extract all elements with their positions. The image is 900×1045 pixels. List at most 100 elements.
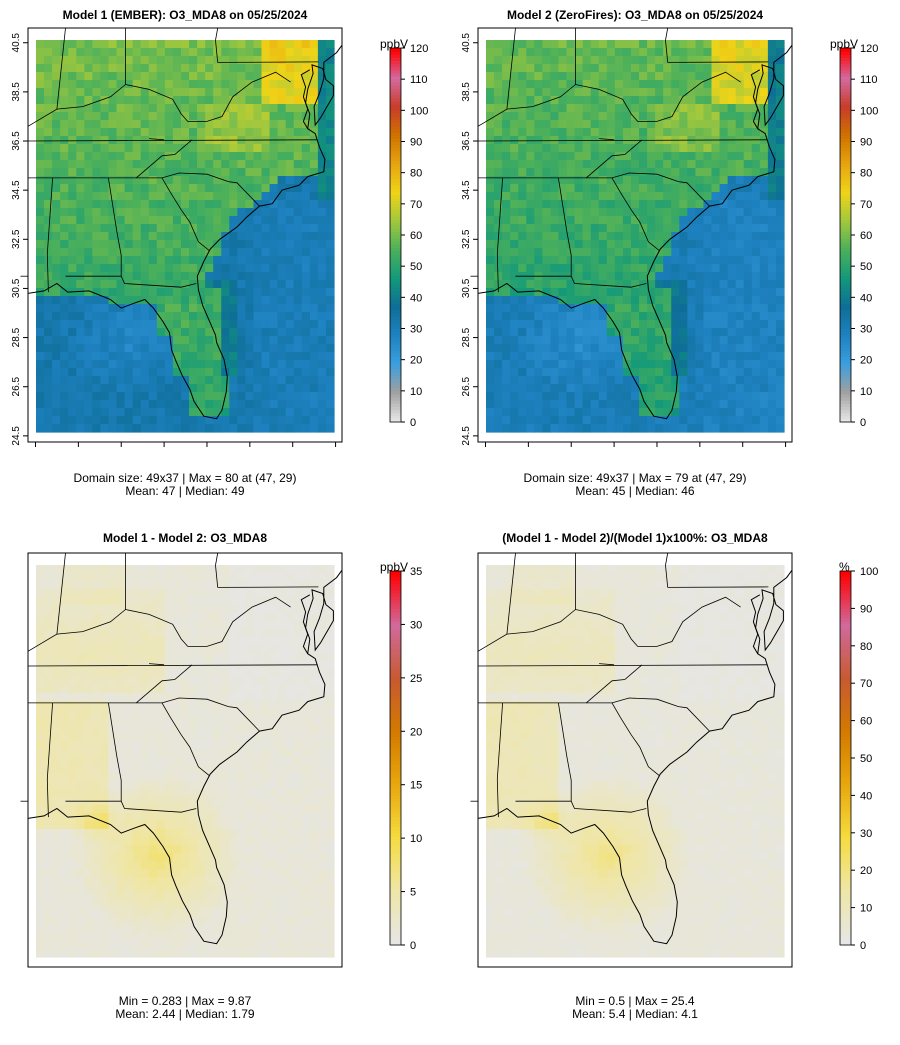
heatmap-cell [229,232,238,241]
heatmap-cell [574,104,584,113]
heatmap-cell [614,48,624,57]
heatmap-cell [679,392,688,401]
colorbar-step [840,57,851,61]
heatmap-cell [277,304,287,313]
heatmap-cell [237,112,246,121]
heatmap-cell [221,344,230,353]
heatmap-cell [647,48,656,57]
state-border [27,139,318,142]
heatmap-cell [606,128,616,137]
heatmap-cell [614,360,624,369]
heatmap-cell [172,352,182,361]
heatmap-cell [550,80,560,89]
colorbar-step [840,328,851,333]
heatmap-cell [156,96,166,105]
heatmap-cell [542,88,552,97]
heatmap-cell [590,344,600,353]
colorbar-step [390,206,401,211]
heatmap-cell [743,280,753,289]
heatmap-cell [108,144,118,153]
heatmap-cell [44,208,53,217]
heatmap-cell [510,232,519,241]
heatmap-cell [100,376,110,385]
heatmap-cell [671,152,680,161]
heatmap-cell [526,152,535,161]
heatmap-cell [245,224,255,233]
heatmap-cell [317,128,327,137]
heatmap-cell [140,645,150,654]
heatmap-cell [687,256,696,265]
heatmap-cell [92,693,102,702]
heatmap-cell [518,312,527,321]
heatmap-cell [164,344,174,353]
heatmap-cell [205,384,214,393]
heatmap-cell [502,336,511,345]
heatmap-cell [76,296,85,305]
heatmap-cell [293,80,303,89]
heatmap-cell [52,725,61,734]
heatmap-cell [44,581,53,590]
heatmap-cell [269,328,279,337]
heatmap-cell [116,597,126,606]
heatmap-cell [719,312,729,321]
heatmap-cell [60,240,69,249]
heatmap-cell [156,168,166,177]
colorbar-step [390,144,401,149]
heatmap-cell [526,40,535,49]
heatmap-cell [213,416,222,425]
heatmap-cell [735,368,745,377]
heatmap-cell [205,304,214,313]
heatmap-cell [486,192,495,201]
heatmap-cell [614,192,624,201]
heatmap-cell [197,717,206,726]
panel-3-map [20,552,343,968]
heatmap-cell [221,565,230,574]
heatmap-cell [542,240,552,249]
heatmap-cell [76,240,85,249]
heatmap-cell [534,384,543,393]
heatmap-cell [140,168,150,177]
heatmap-cell [325,392,335,401]
heatmap-cell [205,424,214,433]
heatmap-cell [52,216,61,225]
heatmap-cell [639,336,648,345]
heatmap-cell [679,384,688,393]
heatmap-cell [325,717,335,726]
heatmap-cell [486,248,495,257]
heatmap-cell [140,717,150,726]
heatmap-cell [566,48,576,57]
heatmap-cell [534,176,543,185]
heatmap-cell [317,344,327,353]
heatmap-cell [614,296,624,305]
heatmap-cell [36,701,45,710]
heatmap-cell [84,224,93,233]
heatmap-cell [639,96,648,105]
heatmap-cell [574,400,584,409]
colorbar-step [840,225,851,230]
heatmap-cell [52,48,61,57]
heatmap-cell [116,72,126,81]
colorbar-step [840,132,851,136]
heatmap-cell [148,280,158,289]
colorbar-step [840,172,851,177]
heatmap-cell [502,424,511,433]
heatmap-cell [253,757,263,766]
heatmap-cell [68,248,77,257]
heatmap-cell [108,621,118,630]
heatmap-cell [116,416,126,425]
heatmap-cell [44,272,53,281]
heatmap-cell [614,280,624,289]
heatmap-cell [84,312,93,321]
heatmap-cell [189,565,198,574]
heatmap-cell [526,336,535,345]
heatmap-cell [486,80,495,89]
heatmap-cell [124,749,134,758]
heatmap-cell [52,645,61,654]
heatmap-cell [116,376,126,385]
heatmap-cell [735,344,745,353]
heatmap-cell [213,312,222,321]
heatmap-cell [502,64,511,73]
heatmap-cell [486,160,495,169]
heatmap-cell [534,208,543,217]
heatmap-cell [486,272,495,281]
